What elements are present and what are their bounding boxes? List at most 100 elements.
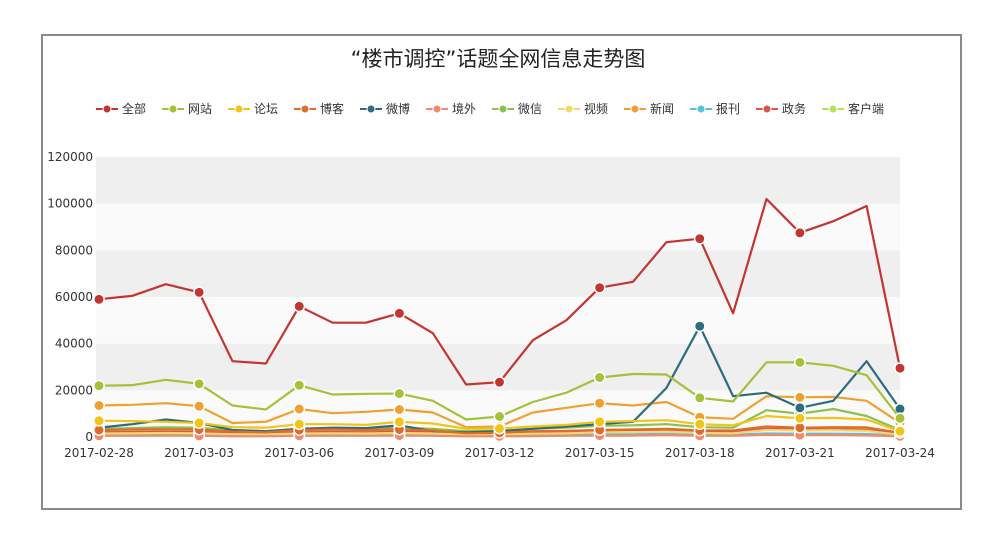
y-tick-label: 20000 [55, 383, 93, 397]
data-point[interactable] [593, 371, 606, 384]
legend-label: 报刊 [716, 101, 740, 116]
data-point[interactable] [593, 281, 606, 294]
legend-label: 微博 [386, 101, 410, 116]
data-point[interactable] [693, 391, 706, 404]
legend-label: 论坛 [254, 102, 278, 116]
data-point[interactable] [493, 410, 506, 423]
data-point[interactable] [193, 377, 206, 390]
data-point[interactable] [393, 307, 406, 320]
data-point[interactable] [393, 387, 406, 400]
data-point[interactable] [593, 397, 606, 410]
y-tick-label: 120000 [47, 150, 93, 164]
grid-band [96, 157, 900, 204]
data-point[interactable] [793, 412, 806, 425]
legend-label: 境外 [452, 101, 476, 116]
data-point[interactable] [894, 362, 906, 375]
chart-title: “楼市调控”话题全网信息走势图 [351, 47, 646, 71]
x-tick-label: 2017-03-12 [465, 446, 535, 460]
data-point[interactable] [93, 414, 105, 427]
y-tick-label: 40000 [55, 337, 93, 351]
series-lines [93, 197, 906, 443]
legend-label: 全部 [122, 101, 146, 116]
x-axis-ticks: 2017-02-28 2017-03-03 2017-03-06 2017-03-09… [64, 446, 935, 460]
grid-band [96, 203, 900, 251]
x-tick-label: 2017-03-03 [164, 446, 234, 460]
legend-label: 网站 [188, 102, 212, 116]
legend-item[interactable]: 微博 [360, 101, 410, 116]
legend-marker [564, 104, 574, 114]
x-tick-label: 2017-02-28 [64, 446, 134, 460]
data-point[interactable] [493, 376, 506, 389]
data-point[interactable] [193, 286, 206, 299]
legend-marker [366, 104, 376, 114]
data-point[interactable] [693, 320, 706, 333]
legend-label: 微信 [518, 102, 542, 116]
y-tick-label: 100000 [47, 197, 93, 211]
legend-marker [234, 104, 244, 114]
data-point[interactable] [393, 415, 406, 428]
data-point[interactable] [493, 422, 506, 435]
data-point[interactable] [894, 412, 906, 425]
data-point[interactable] [393, 403, 406, 416]
series-1 [93, 356, 906, 425]
data-point[interactable] [894, 425, 906, 438]
legend-marker [762, 104, 772, 114]
data-point[interactable] [193, 417, 206, 429]
legend-item[interactable]: 报刊 [690, 101, 740, 116]
legend-marker [696, 104, 706, 114]
x-tick-label: 2017-03-09 [365, 446, 435, 460]
data-point[interactable] [93, 399, 105, 412]
grid-band [96, 250, 900, 297]
y-tick-label: 80000 [55, 243, 93, 257]
data-point[interactable] [293, 300, 306, 313]
legend-label: 视频 [584, 101, 608, 116]
grid-band [96, 297, 900, 344]
legend-marker [498, 104, 508, 114]
legend-item[interactable]: 博客 [294, 101, 344, 116]
y-axis-ticks: 0 20000 40000 60000 80000 100000 120000 [47, 150, 93, 444]
x-tick-label: 2017-03-15 [565, 446, 635, 460]
y-tick-label: 60000 [55, 290, 93, 304]
legend-item[interactable]: 微信 [492, 102, 542, 116]
series-2 [93, 412, 906, 438]
legend-label: 政务 [782, 101, 806, 116]
legend-item[interactable]: 客户端 [822, 101, 884, 116]
data-point[interactable] [693, 232, 706, 245]
data-point[interactable] [793, 356, 806, 369]
data-point[interactable] [293, 379, 306, 392]
data-point[interactable] [593, 415, 606, 428]
legend[interactable]: 全部 网站 论坛 博客 微博 境外 微信 视频 新闻 报刊 政务 客户端 [96, 101, 884, 116]
data-point[interactable] [793, 401, 806, 414]
legend-label: 博客 [320, 101, 344, 116]
legend-label: 新闻 [650, 101, 674, 116]
x-tick-label: 2017-03-06 [264, 446, 334, 460]
legend-label: 客户端 [848, 101, 884, 116]
legend-marker [168, 104, 178, 114]
x-tick-label: 2017-03-18 [665, 446, 735, 460]
data-point[interactable] [793, 226, 806, 239]
legend-marker [102, 104, 112, 114]
legend-item[interactable]: 政务 [756, 101, 806, 116]
legend-marker [432, 104, 442, 114]
legend-item[interactable]: 网站 [162, 102, 212, 116]
data-point[interactable] [293, 418, 306, 431]
legend-item[interactable]: 视频 [558, 101, 608, 116]
x-tick-label: 2017-03-24 [865, 446, 935, 460]
series-0 [93, 197, 906, 389]
data-point[interactable] [293, 403, 306, 415]
x-tick-label: 2017-03-21 [765, 446, 835, 460]
legend-marker [828, 104, 838, 114]
data-point[interactable] [93, 379, 105, 392]
data-point[interactable] [693, 418, 706, 431]
data-point[interactable] [93, 293, 105, 306]
legend-item[interactable]: 论坛 [228, 102, 278, 116]
legend-marker [300, 104, 310, 114]
legend-item[interactable]: 境外 [426, 101, 476, 116]
data-point[interactable] [793, 391, 806, 404]
legend-item[interactable]: 全部 [96, 101, 146, 116]
legend-item[interactable]: 新闻 [624, 101, 674, 116]
data-point[interactable] [193, 400, 206, 413]
legend-marker [630, 104, 640, 114]
y-tick-label: 0 [85, 430, 93, 444]
